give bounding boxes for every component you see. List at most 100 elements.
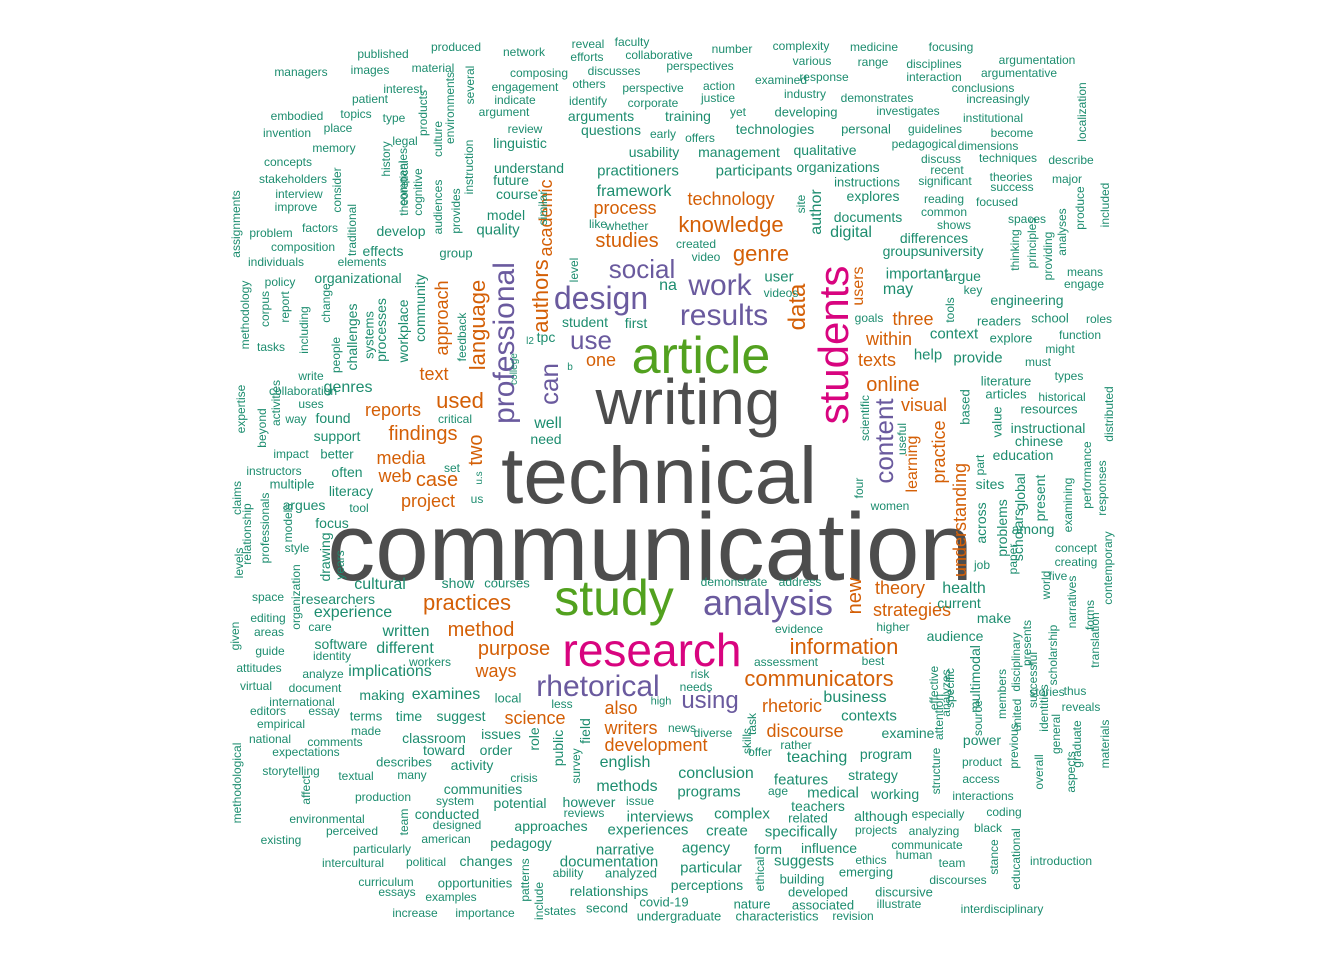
word-rhetoric: rhetoric xyxy=(761,696,823,716)
word-literacy: literacy xyxy=(328,483,374,499)
word-power: power xyxy=(962,732,1002,748)
word-methods: methods xyxy=(596,778,658,795)
word-network: network xyxy=(502,45,546,59)
word-traditional: traditional xyxy=(345,203,359,257)
word-rather: rather xyxy=(780,738,812,752)
word-reports: reports xyxy=(364,400,422,420)
word-technologies: technologies xyxy=(735,121,815,137)
word-emerging: emerging xyxy=(838,864,894,880)
word-educational: educational xyxy=(1009,828,1023,890)
word-improve: improve xyxy=(274,200,318,214)
word-web: web xyxy=(378,466,412,486)
word-production: production xyxy=(354,790,412,804)
word-us: us xyxy=(470,492,484,506)
word-system: system xyxy=(435,794,475,808)
word-demonstrate: demonstrate xyxy=(700,575,768,589)
word-making: making xyxy=(359,687,405,703)
word-performance: performance xyxy=(1080,441,1094,509)
word-article: article xyxy=(631,327,771,385)
word-virtual: virtual xyxy=(239,679,273,693)
word-model: model xyxy=(486,207,526,223)
word-paper: paper xyxy=(1006,543,1020,575)
word-human: human xyxy=(895,848,933,862)
word-potential: potential xyxy=(493,795,547,811)
word-contexts: contexts xyxy=(841,707,897,725)
word-localization: localization xyxy=(1075,82,1089,142)
word-illustrate: illustrate xyxy=(876,897,922,911)
word-place: place xyxy=(323,121,353,135)
word-translation: translation xyxy=(1088,612,1102,668)
word-job: job xyxy=(973,558,991,572)
word-scholarship: scholarship xyxy=(1046,624,1060,686)
word-framework: framework xyxy=(596,183,672,200)
word-others: others xyxy=(572,77,606,91)
word-legal: legal xyxy=(392,134,418,148)
word-published: published xyxy=(357,47,409,61)
word-editors: editors xyxy=(249,704,287,718)
word-within: within xyxy=(865,329,913,349)
word-challenges: challenges xyxy=(344,303,360,371)
word-communities: communities xyxy=(443,781,523,797)
word-feedback: feedback xyxy=(455,312,469,362)
word-concepts: concepts xyxy=(263,155,313,169)
word-people: people xyxy=(329,336,343,374)
word-well: well xyxy=(534,415,562,432)
word-examining: examining xyxy=(1061,477,1075,533)
word-ways: ways xyxy=(475,661,517,681)
word-reveals: reveals xyxy=(1061,700,1101,714)
word-texts: texts xyxy=(857,350,897,370)
word-interaction: interaction xyxy=(906,70,962,84)
word-task: task xyxy=(745,712,759,736)
word-program: program xyxy=(859,746,913,762)
word-type: type xyxy=(382,111,406,125)
word-students: students xyxy=(810,265,857,425)
word-nature: nature xyxy=(733,896,771,912)
word-faculty: faculty xyxy=(614,35,650,49)
word-visual: visual xyxy=(900,395,948,415)
word-existing: existing xyxy=(260,833,302,847)
word-groups: groups xyxy=(882,243,926,259)
word-revision: revision xyxy=(832,909,874,923)
word-medicine: medicine xyxy=(849,40,899,54)
word-classroom: classroom xyxy=(402,730,466,746)
word-media: media xyxy=(376,448,426,468)
word-literature: literature xyxy=(980,373,1032,389)
word-memory: memory xyxy=(312,141,356,155)
word-linguistic: linguistic xyxy=(493,135,547,151)
word-theoretical: theoretical xyxy=(397,160,411,216)
word-particularly: particularly xyxy=(352,842,412,856)
word-tasks: tasks xyxy=(256,340,286,354)
word-essays: essays xyxy=(378,885,416,899)
word-range: range xyxy=(857,55,889,69)
word-projects: projects xyxy=(854,823,898,837)
word-course: course xyxy=(495,186,539,202)
word-ethics: ethics xyxy=(855,853,887,867)
word-members: members xyxy=(995,668,1009,720)
word-experience: experience xyxy=(313,604,393,621)
word-digital: digital xyxy=(830,224,872,241)
word-increase: increase xyxy=(392,906,438,920)
word-expectations: expectations xyxy=(272,745,340,759)
word-practitioners: practitioners xyxy=(597,162,679,180)
word-attitudes: attitudes xyxy=(236,661,282,675)
word-efforts: efforts xyxy=(570,50,604,64)
word-across: across xyxy=(973,502,989,544)
word-interdisciplinary: interdisciplinary xyxy=(960,902,1044,916)
word-local: local xyxy=(494,690,522,706)
word-common: common xyxy=(920,205,968,219)
word-interview: interview xyxy=(275,187,323,201)
word-importance: importance xyxy=(455,906,515,920)
word-part: part xyxy=(973,454,987,476)
word-number: number xyxy=(711,42,753,56)
word-source: source xyxy=(971,699,985,737)
word-communicate: communicate xyxy=(891,838,963,852)
word-disciplines: disciplines xyxy=(906,57,962,71)
word-understanding: understanding xyxy=(950,462,970,578)
word-better: better xyxy=(320,446,354,462)
word-collaboration: collaboration xyxy=(268,384,338,398)
word-time: time xyxy=(395,708,423,724)
word-design: design xyxy=(553,280,649,316)
word-information: information xyxy=(789,634,899,659)
word-focus: focus xyxy=(315,515,349,531)
word-organizations: organizations xyxy=(796,159,880,175)
